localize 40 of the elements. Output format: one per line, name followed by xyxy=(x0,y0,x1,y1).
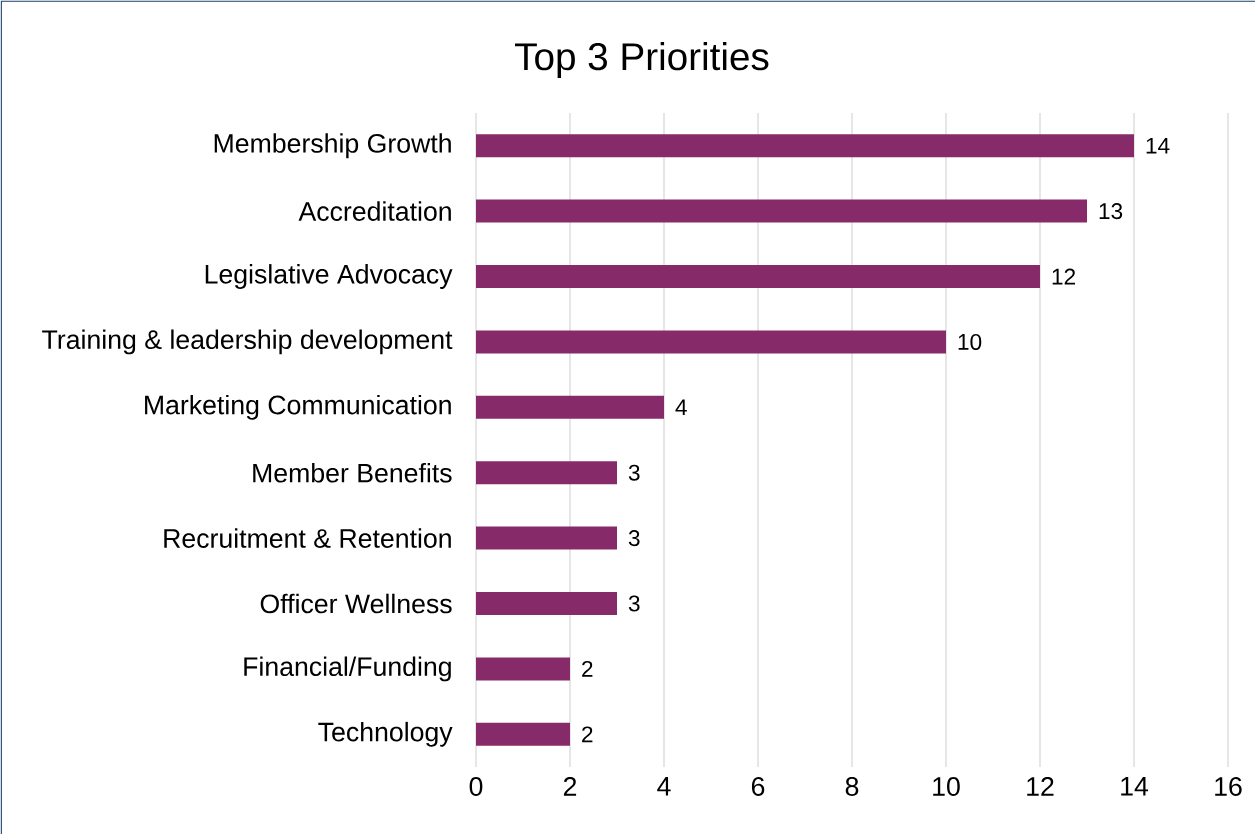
bar xyxy=(476,461,618,485)
data-label: 10 xyxy=(958,333,982,350)
data-label: 2 xyxy=(582,726,593,743)
bar xyxy=(476,526,618,550)
data-label: 12 xyxy=(1052,268,1075,285)
data-label: 2 xyxy=(582,660,593,677)
data-label: 4 xyxy=(675,399,687,416)
x-tick-label: 12 xyxy=(1027,777,1054,796)
x-tick-label: 16 xyxy=(1215,777,1242,796)
x-tick-label: 14 xyxy=(1121,777,1149,796)
x-tick-label: 4 xyxy=(657,777,671,796)
y-tick-label: Membership Growth xyxy=(214,133,451,159)
bar xyxy=(476,722,570,746)
x-tick-label: 0 xyxy=(469,777,483,796)
y-tick-label: Training & leadership development xyxy=(42,329,453,355)
bar xyxy=(476,330,946,354)
y-tick-label: Accreditation xyxy=(298,201,451,221)
data-label: 13 xyxy=(1099,203,1123,220)
y-tick-label: Technology xyxy=(318,721,453,747)
x-tick-label: 10 xyxy=(933,777,960,796)
bar xyxy=(476,134,1134,158)
y-tick-label: Marketing Communication xyxy=(145,394,451,420)
bar xyxy=(476,199,1088,223)
data-label: 3 xyxy=(628,530,640,547)
y-tick-label: Officer Wellness xyxy=(260,593,452,614)
data-label: 3 xyxy=(628,464,640,481)
y-tick-label: Recruitment & Retention xyxy=(164,528,451,548)
chart-title: Top 3 Priorities xyxy=(515,41,769,79)
data-label: 3 xyxy=(628,595,640,612)
data-label: 14 xyxy=(1146,137,1170,154)
bar xyxy=(476,657,570,681)
y-tick-label: Legislative Advocacy xyxy=(205,264,453,289)
bar xyxy=(476,592,618,616)
x-tick-label: 6 xyxy=(751,777,765,796)
x-tick-label: 8 xyxy=(845,777,859,796)
y-tick-label: Member Benefits xyxy=(253,462,452,483)
x-tick-label: 2 xyxy=(563,777,577,796)
bar xyxy=(476,395,664,419)
y-tick-label: Financial/Funding xyxy=(244,656,451,682)
bar xyxy=(476,265,1040,289)
